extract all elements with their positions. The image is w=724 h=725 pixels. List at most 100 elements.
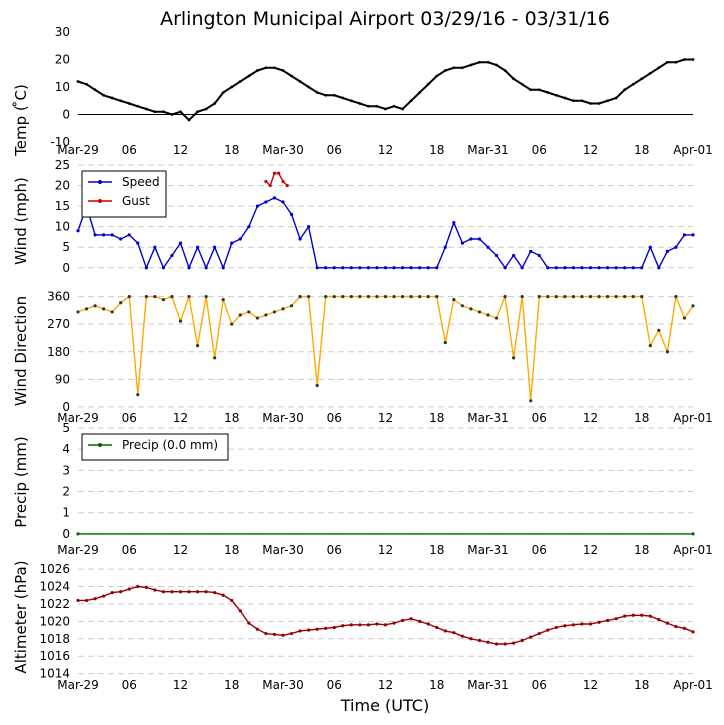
data-point-wind [477,237,482,241]
data-point-wind [460,241,464,245]
data-point-temp [409,99,413,103]
data-point-altimeter [571,623,576,627]
data-point-wind [640,266,644,270]
y-axis-label-direction: Wind Direction [12,296,30,406]
x-tick-label-direction: 18 [429,411,444,425]
data-point-temp [657,66,661,70]
data-point-temp [93,88,97,92]
data-point-altimeter [349,623,353,627]
data-point-wind [93,233,97,237]
data-point-temp [554,93,558,97]
legend-label-wind: Gust [122,194,150,208]
data-point-direction [623,294,627,299]
panel-altimeter: Altimeter (hPa) 1014 1016 1018 1020 1022 1024 1… [12,560,713,692]
data-point-altimeter [178,590,183,594]
data-point-wind [605,266,610,270]
x-tick-label-precip: 06 [532,543,547,557]
y-tick-label-altimeter: 1020 [39,614,70,628]
data-point-temp [144,107,148,111]
data-point-temp [221,91,225,94]
data-point-temp [358,102,362,105]
data-point-direction [648,344,652,348]
data-point-altimeter [452,631,456,635]
data-point-direction [127,294,131,299]
data-point-temp [255,69,259,72]
data-point-wind [187,266,191,270]
data-point-direction [315,383,319,388]
data-point-temp [213,102,217,105]
y-tick-label-temp: 10 [55,80,70,94]
data-point-wind [349,266,353,270]
data-point-direction [281,307,285,311]
x-tick-label-temp: 12 [378,143,393,157]
data-point-altimeter [136,584,140,589]
data-point-wind [272,171,277,175]
data-point-temp [281,69,285,72]
x-tick-label-direction: Mar-30 [262,411,303,425]
data-point-wind [392,266,396,270]
legend-wind [81,170,167,218]
data-point-altimeter [674,624,678,629]
data-point-wind [285,183,289,188]
data-point-temp [683,58,686,61]
data-point-direction [691,304,695,308]
data-point-altimeter [289,631,294,636]
data-point-altimeter [640,613,644,617]
y-tick-label-precip: 5 [62,421,70,435]
x-tick-label-altimeter: 12 [173,678,188,692]
data-point-precip [76,532,80,536]
x-tick-label-precip: Apr-01 [673,543,713,557]
data-point-altimeter [435,625,439,630]
x-tick-label-altimeter: 12 [583,678,598,692]
x-tick-label-temp: Mar-29 [57,143,98,157]
data-point-direction [426,294,430,299]
data-point-altimeter [170,590,174,594]
data-point-direction [238,313,242,317]
x-tick-label-altimeter: 18 [634,678,649,692]
data-point-temp [204,107,208,111]
series-line-altimeter-0 [78,585,694,645]
data-point-wind [418,266,422,270]
data-point-temp [469,63,473,67]
data-point-altimeter [76,598,80,603]
data-point-temp [520,82,524,86]
data-point-altimeter [375,622,379,626]
data-point-altimeter [588,622,593,626]
data-point-altimeter [494,642,499,646]
series-line-temp-0 [77,58,693,122]
data-point-wind [691,233,695,237]
data-point-altimeter [93,597,97,601]
data-point-wind [614,266,618,270]
x-tick-label-precip: 06 [327,543,342,557]
data-point-wind [494,253,499,258]
data-point-wind [409,266,413,270]
data-point-altimeter [358,623,362,627]
data-point-wind [512,253,516,258]
data-point-direction [392,294,396,299]
data-point-wind [554,266,558,270]
data-point-temp [196,110,199,114]
y-tick-label-altimeter: 1024 [39,580,70,594]
data-point-wind [571,266,576,270]
data-point-altimeter [298,629,302,633]
data-point-wind [238,237,242,241]
data-point-direction [477,310,482,314]
data-point-direction [366,294,371,299]
x-tick-label-direction: 06 [122,411,137,425]
y-tick-label-altimeter: 1022 [39,597,70,611]
data-point-wind [597,266,601,270]
x-axis-label: Time (UTC) [340,696,429,715]
data-point-direction [272,310,277,314]
y-tick-label-direction: 90 [55,372,70,386]
y-tick-label-direction: 360 [47,290,70,304]
data-point-altimeter [84,598,89,603]
data-point-temp [597,102,601,105]
data-point-altimeter [238,609,242,613]
data-point-altimeter [546,628,550,632]
data-point-wind [136,241,140,245]
data-point-altimeter [161,590,166,594]
data-point-altimeter [597,620,601,624]
data-point-altimeter [469,637,473,641]
x-tick-label-altimeter: 06 [532,678,547,692]
y-tick-label-temp: -10 [50,135,70,149]
